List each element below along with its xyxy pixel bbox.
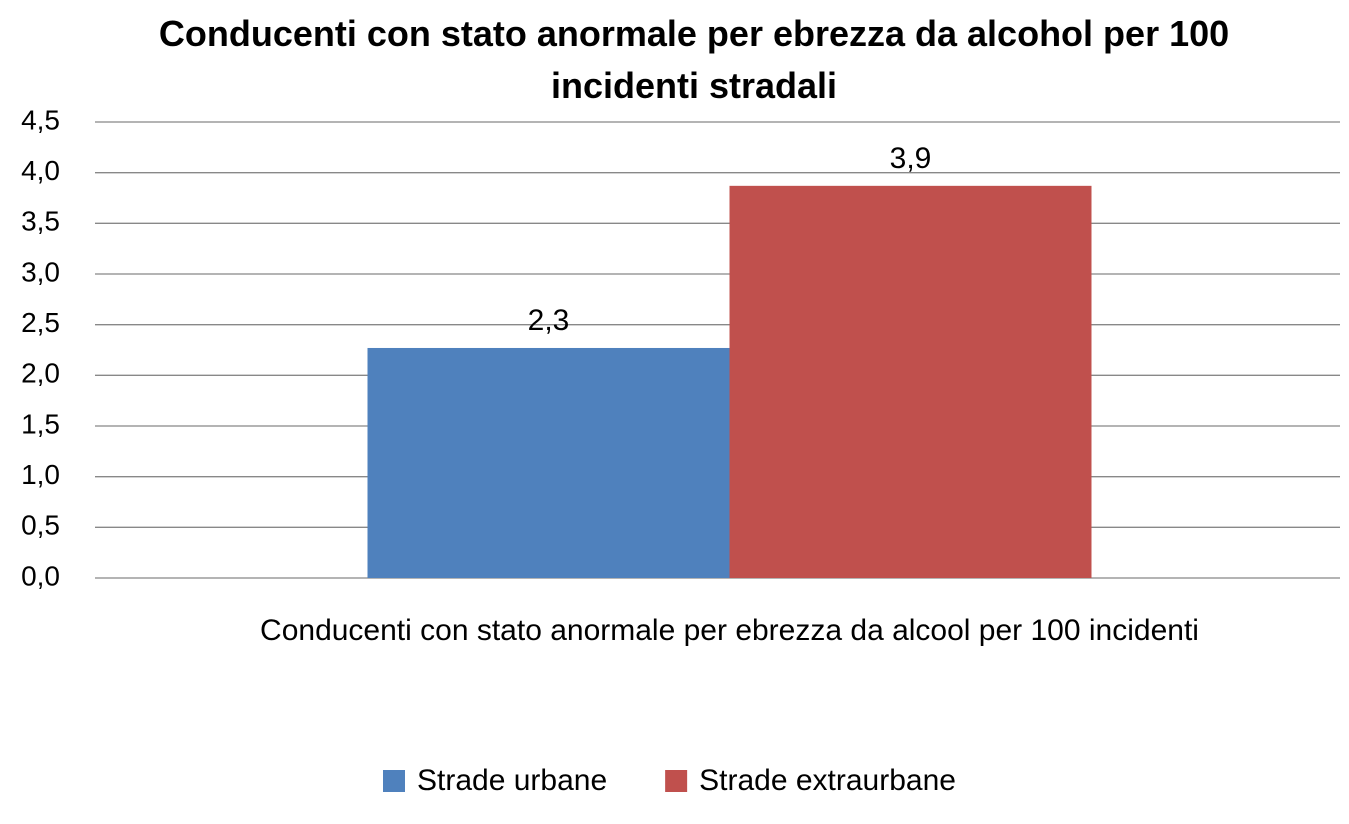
y-tick-label: 1,0 (21, 459, 60, 490)
y-tick-label: 0,5 (21, 510, 60, 541)
legend-label: Strade extraurbane (699, 764, 956, 797)
data-label: 3,9 (890, 142, 932, 175)
bar (729, 185, 1092, 578)
y-tick-label: 1,5 (21, 408, 60, 439)
x-tick-label: Conducenti con stato anormale per ebrezz… (260, 614, 1199, 647)
y-tick-label: 0,0 (21, 560, 60, 591)
y-tick-label: 2,5 (21, 307, 60, 338)
y-tick-label: 2,0 (21, 358, 60, 389)
legend-swatch (665, 770, 688, 792)
legend-swatch (383, 770, 405, 792)
chart-title: Conducenti con stato anormale per ebrezz… (158, 13, 1230, 106)
y-tick-label: 3,0 (21, 256, 60, 287)
legend-label: Strade urbane (417, 764, 607, 797)
data-label: 2,3 (528, 304, 570, 337)
y-tick-label: 4,5 (21, 104, 60, 135)
bar (367, 347, 730, 578)
y-tick-label: 3,5 (21, 206, 60, 237)
y-tick-label: 4,0 (21, 155, 60, 186)
